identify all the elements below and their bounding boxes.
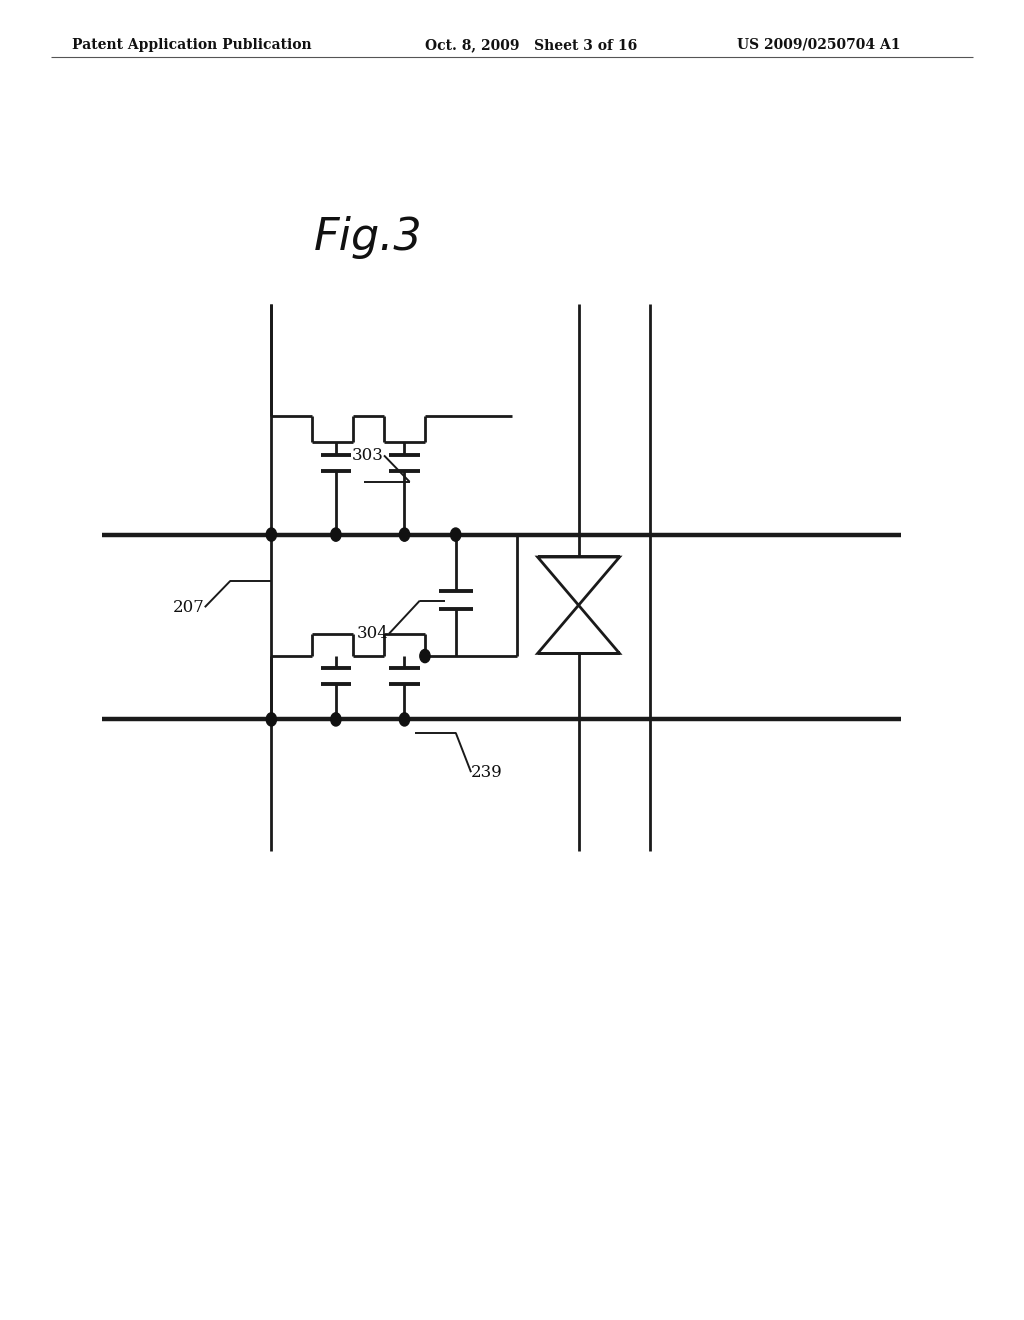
Text: 303: 303 <box>352 447 384 463</box>
Circle shape <box>451 528 461 541</box>
Circle shape <box>266 528 276 541</box>
Circle shape <box>331 528 341 541</box>
Text: 304: 304 <box>357 626 389 642</box>
Polygon shape <box>538 605 620 653</box>
Text: Oct. 8, 2009   Sheet 3 of 16: Oct. 8, 2009 Sheet 3 of 16 <box>425 38 637 51</box>
Circle shape <box>420 649 430 663</box>
Polygon shape <box>538 557 620 605</box>
Circle shape <box>266 713 276 726</box>
Text: 239: 239 <box>471 764 503 780</box>
Text: US 2009/0250704 A1: US 2009/0250704 A1 <box>737 38 901 51</box>
Text: 207: 207 <box>173 599 205 615</box>
Text: Fig.3: Fig.3 <box>314 216 423 259</box>
Circle shape <box>331 713 341 726</box>
Circle shape <box>399 528 410 541</box>
Text: Patent Application Publication: Patent Application Publication <box>72 38 311 51</box>
Circle shape <box>399 713 410 726</box>
